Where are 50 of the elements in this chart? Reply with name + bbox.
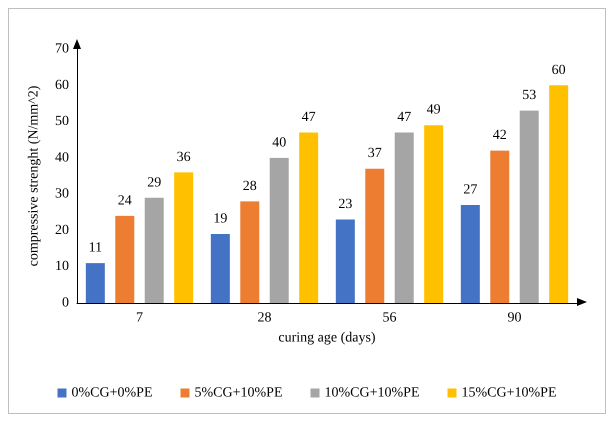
y-tick-label: 30 <box>55 186 69 202</box>
y-tick-label: 70 <box>55 42 69 56</box>
bar <box>520 110 539 303</box>
data-label: 27 <box>463 182 478 198</box>
data-label: 37 <box>368 146 382 162</box>
y-tick-label: 40 <box>55 150 69 166</box>
bar <box>115 216 134 303</box>
bar <box>460 205 480 303</box>
bar <box>240 201 260 303</box>
bar <box>299 132 318 303</box>
bar <box>549 85 568 303</box>
legend-label: 5%CG+10%PE <box>194 386 283 400</box>
legend-label: 10%CG+10%PE <box>324 386 420 400</box>
x-tick-label: 28 <box>258 310 272 326</box>
data-label: 11 <box>88 240 102 256</box>
data-label: 49 <box>426 102 441 118</box>
data-label: 47 <box>397 110 412 125</box>
bar <box>210 234 230 303</box>
legend-label: 15%CG+10%PE <box>462 386 557 400</box>
bar <box>336 220 355 303</box>
y-tick-label: 10 <box>55 259 69 274</box>
data-label: 47 <box>302 110 316 125</box>
bar <box>86 263 105 303</box>
data-label: 36 <box>176 150 191 165</box>
data-label: 19 <box>213 212 228 227</box>
data-label: 29 <box>147 175 162 190</box>
bar <box>424 125 444 303</box>
data-label: 23 <box>338 197 352 212</box>
x-axis-title: curing age (days) <box>278 330 376 346</box>
data-label: 24 <box>118 193 132 208</box>
data-label: 28 <box>242 178 257 194</box>
y-tick-label: 0 <box>62 296 69 310</box>
data-label: 60 <box>552 62 566 78</box>
bar <box>144 198 164 303</box>
x-tick-label: 7 <box>136 310 143 326</box>
x-tick-label: 90 <box>508 310 522 326</box>
x-tick-label: 56 <box>382 310 396 326</box>
bar <box>174 172 194 303</box>
y-tick-label: 20 <box>55 222 69 238</box>
data-label: 53 <box>522 88 536 104</box>
legend-label: 0%CG+0%PE <box>71 386 153 400</box>
y-tick-label: 50 <box>55 114 69 130</box>
y-tick-label: 60 <box>55 78 69 93</box>
bar <box>394 132 414 303</box>
bar <box>490 150 510 303</box>
y-axis-title: compressive strenght (N/mm^2) <box>26 85 42 266</box>
data-label: 40 <box>272 135 286 150</box>
bar <box>270 158 289 303</box>
bar <box>365 168 384 303</box>
data-label: 42 <box>492 128 507 144</box>
